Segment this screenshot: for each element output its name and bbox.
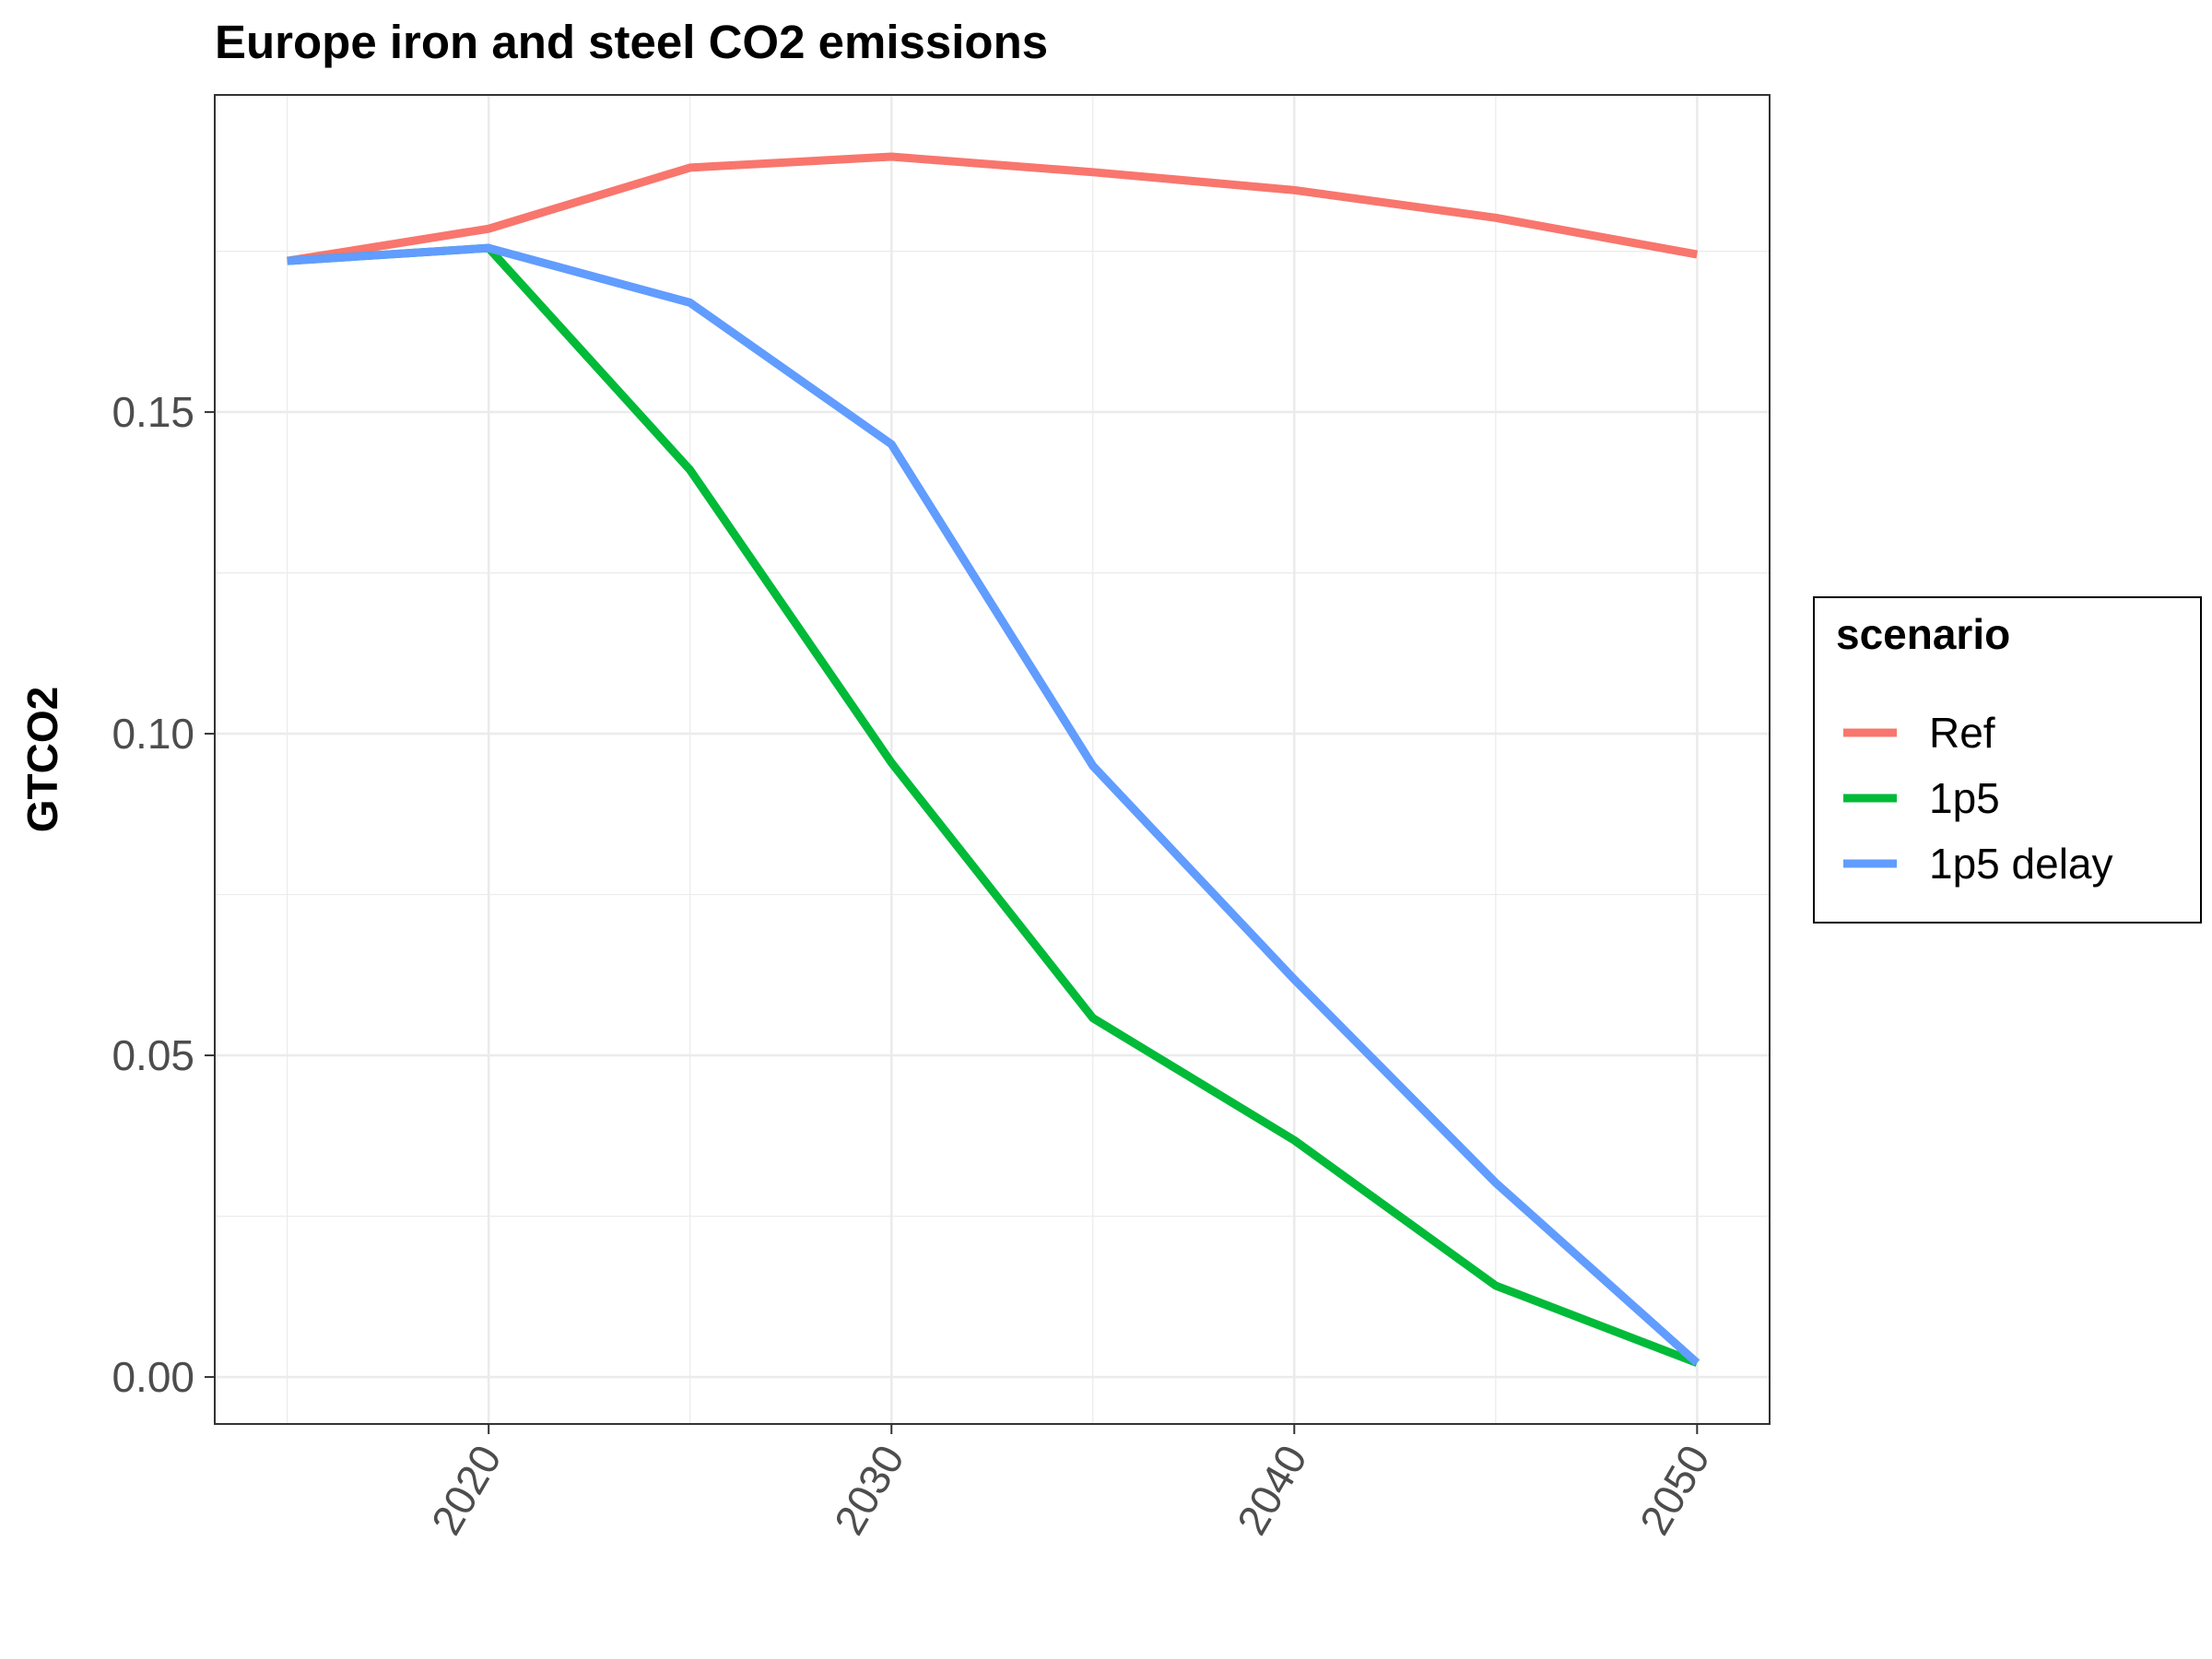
y-tick-label: 0.00 <box>112 1353 194 1401</box>
legend-label: 1p5 delay <box>1929 840 2113 888</box>
y-axis-label: GTCO2 <box>18 687 66 832</box>
series-line-1p5 <box>287 243 1699 1367</box>
legend: scenario Ref 1p5 1p5 delay <box>1813 596 2202 924</box>
series-layer <box>286 152 1700 1367</box>
plot-panel-border <box>214 94 1771 1425</box>
y-tick-label: 0.15 <box>112 388 194 436</box>
legend-label: 1p5 <box>1929 774 2000 822</box>
legend-box <box>1813 596 2202 924</box>
series-line-ref <box>286 152 1699 265</box>
legend-label: Ref <box>1929 709 1995 757</box>
y-tick-label: 0.05 <box>112 1031 194 1079</box>
legend-items: Ref 1p5 1p5 delay <box>1843 709 2113 888</box>
y-tick-label: 0.10 <box>112 710 194 758</box>
chart-title: Europe iron and steel CO2 emissions <box>215 16 1048 68</box>
y-axis: 0.00 0.05 0.10 0.15 <box>112 388 215 1401</box>
series-line-1p5-delay <box>287 243 1700 1367</box>
legend-title: scenario <box>1836 610 2010 658</box>
